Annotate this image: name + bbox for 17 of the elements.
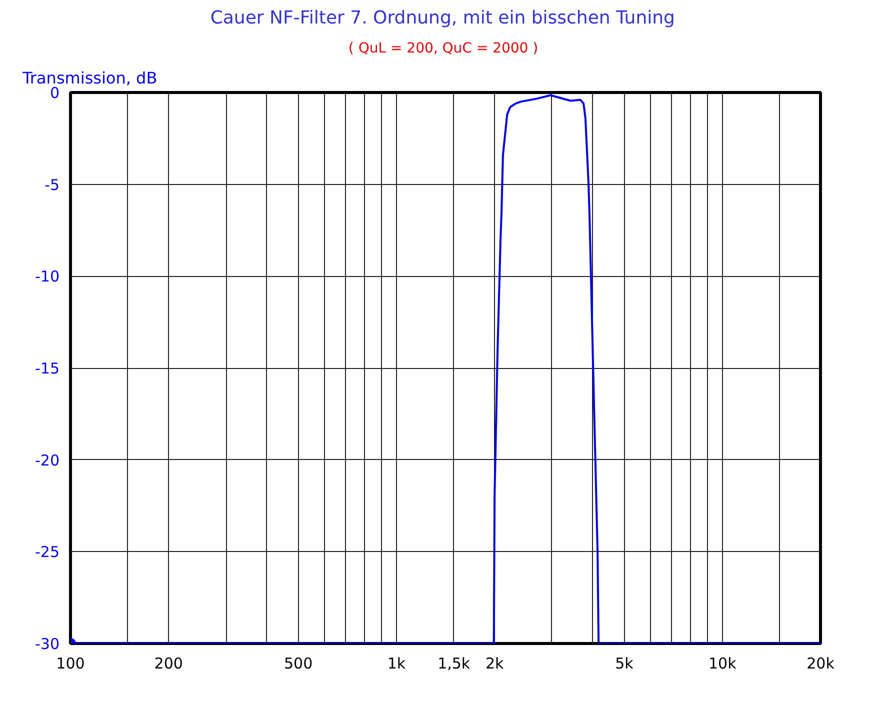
x-tick-label: 100 — [56, 654, 85, 672]
x-tick-label: 20k — [806, 654, 835, 672]
y-tick-label: -15 — [35, 360, 60, 378]
y-tick-label: -10 — [35, 268, 60, 286]
chart-title: Cauer NF-Filter 7. Ordnung, mit ein bisschen Tuning — [210, 8, 675, 28]
y-tick-label: -20 — [35, 451, 60, 470]
x-tick-label: 5k — [615, 654, 634, 672]
x-tick-label: 200 — [154, 654, 183, 672]
y-tick-label: -30 — [35, 635, 60, 653]
x-tick-label: 2k — [485, 654, 504, 672]
x-tick-label: 10k — [708, 654, 737, 672]
x-tick-label: 1k — [387, 654, 406, 672]
chart-subtitle: ( QuL = 200, QuC = 2000 ) — [348, 40, 538, 56]
x-tick-label: 500 — [284, 654, 313, 672]
x-tick-label: 1,5k — [438, 654, 470, 672]
y-tick-label: -5 — [44, 176, 60, 194]
y-tick-label: -25 — [35, 543, 60, 562]
